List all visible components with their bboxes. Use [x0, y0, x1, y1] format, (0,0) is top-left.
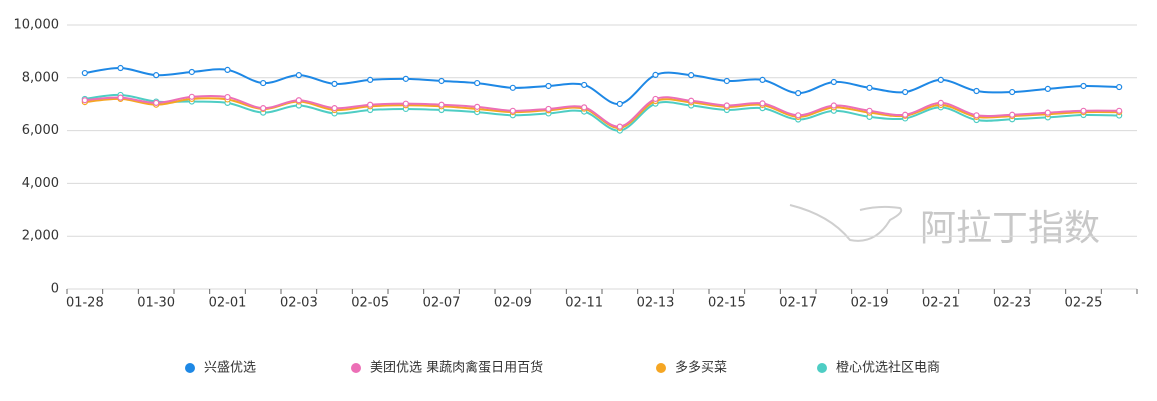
x-tick-label: 02-03: [280, 296, 318, 311]
watermark: 阿拉丁指数: [920, 208, 1100, 249]
data-point: [188, 68, 195, 76]
data-point: [973, 112, 980, 119]
x-tick-label: 01-30: [137, 296, 175, 311]
data-point: [937, 76, 944, 84]
legend-label: 兴盛优选: [204, 361, 256, 376]
data-point: [937, 99, 944, 106]
data-point: [1116, 83, 1123, 91]
data-point: [331, 105, 338, 112]
x-tick-label: 01-28: [66, 296, 104, 311]
data-point: [688, 97, 695, 104]
legend-marker: [656, 363, 666, 373]
data-point: [1009, 88, 1016, 96]
data-point: [830, 78, 837, 86]
data-point: [509, 84, 516, 91]
data-point: [652, 95, 659, 103]
data-point: [545, 82, 552, 90]
data-point: [224, 93, 231, 101]
x-tick-label: 02-05: [351, 296, 389, 311]
data-point: [759, 76, 766, 84]
data-point: [795, 112, 802, 119]
data-point: [402, 100, 409, 107]
data-point: [902, 111, 909, 118]
y-tick-label: 10,000: [14, 18, 60, 33]
x-tick-label: 02-25: [1065, 296, 1103, 311]
data-point: [1044, 109, 1051, 116]
legend-label: 橙心优选社区电商: [836, 360, 940, 376]
x-tick-label: 02-23: [993, 296, 1031, 311]
x-tick-label: 02-07: [423, 296, 461, 311]
data-point: [581, 104, 588, 111]
data-point: [81, 69, 88, 77]
x-tick-label: 02-01: [209, 296, 247, 311]
data-point: [866, 84, 873, 91]
data-point: [367, 101, 374, 108]
legend-label: 多多买菜: [675, 360, 727, 376]
y-tick-label: 0: [51, 282, 59, 297]
data-point: [402, 75, 409, 82]
data-point: [759, 100, 766, 107]
data-point: [902, 88, 909, 96]
data-point: [509, 107, 516, 114]
x-tick-label: 02-09: [494, 296, 532, 311]
x-tick-label: 02-13: [637, 296, 675, 311]
data-point: [1080, 82, 1087, 90]
data-point: [688, 72, 695, 79]
legend-label: 美团优选 果蔬肉禽蛋日用百货: [370, 360, 543, 376]
data-point: [153, 72, 160, 79]
data-point: [830, 102, 837, 109]
x-tick-label: 02-19: [851, 296, 889, 311]
data-point: [1080, 107, 1087, 114]
y-tick-label: 8,000: [22, 70, 59, 85]
data-point: [1044, 85, 1051, 92]
y-tick-label: 2,000: [22, 229, 59, 244]
data-point: [474, 103, 481, 110]
data-point: [224, 66, 231, 73]
x-tick-label: 02-11: [565, 296, 603, 311]
x-tick-label: 02-15: [708, 296, 746, 311]
legend-marker: [817, 363, 827, 373]
data-point: [723, 77, 730, 85]
logo-lamp: [789, 204, 903, 242]
data-point: [474, 79, 481, 87]
data-point: [438, 77, 445, 85]
series-line: [84, 67, 1120, 105]
data-point: [153, 99, 160, 106]
data-point: [616, 100, 623, 108]
data-point: [1009, 111, 1016, 118]
data-point: [117, 64, 124, 72]
x-tick-label: 02-21: [922, 296, 960, 311]
x-tick-label: 02-17: [779, 296, 817, 311]
data-point: [973, 87, 980, 95]
y-tick-label: 6,000: [22, 123, 59, 138]
data-point: [795, 90, 802, 97]
data-point: [331, 80, 338, 87]
legend-marker: [185, 363, 195, 373]
data-point: [616, 123, 623, 130]
data-point: [295, 97, 302, 104]
data-point: [188, 93, 195, 100]
legend-marker: [351, 363, 361, 373]
data-point: [117, 94, 124, 101]
data-point: [545, 105, 552, 113]
data-point: [260, 105, 267, 112]
data-point: [723, 102, 730, 109]
data-point: [295, 72, 302, 79]
watermark-logo: [789, 204, 903, 242]
y-tick-label: 4,000: [22, 176, 59, 191]
data-point: [1116, 107, 1123, 114]
data-point: [81, 97, 88, 104]
data-point: [652, 71, 659, 78]
data-point: [866, 107, 873, 114]
data-point: [438, 101, 445, 108]
data-point: [367, 76, 374, 84]
data-point: [581, 81, 588, 89]
data-point: [260, 79, 267, 87]
